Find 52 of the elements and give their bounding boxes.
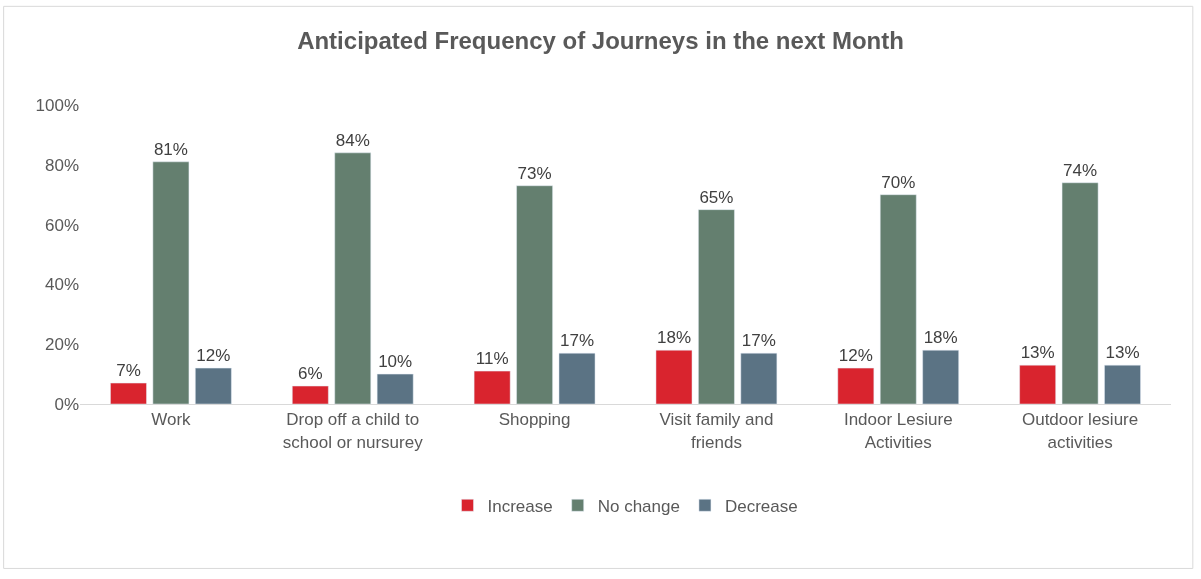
data-label: 17% xyxy=(559,331,595,351)
y-tick-label: 0% xyxy=(54,394,79,414)
data-label: 12% xyxy=(838,346,873,366)
bar xyxy=(152,161,190,404)
data-label: 13% xyxy=(1105,343,1140,363)
bar xyxy=(655,349,693,404)
bar xyxy=(740,352,778,404)
data-label: 17% xyxy=(741,331,776,351)
data-label: 10% xyxy=(378,352,413,372)
x-tick-label: Outdoor lesiure activities xyxy=(1021,410,1139,452)
data-label: 18% xyxy=(923,328,958,348)
data-label: 13% xyxy=(1020,343,1055,363)
bar xyxy=(292,385,329,404)
bar xyxy=(110,382,147,404)
x-tick-label: Shopping xyxy=(498,410,571,430)
data-label: 74% xyxy=(1063,160,1098,180)
bar xyxy=(922,349,959,404)
legend-label: Decrease xyxy=(724,496,798,516)
data-label: 70% xyxy=(881,172,916,192)
bar xyxy=(698,209,735,404)
data-label: 65% xyxy=(699,187,734,207)
bar xyxy=(1061,182,1099,404)
chart-title: Anticipated Frequency of Journeys in the next Month xyxy=(297,26,904,54)
legend-label: Increase xyxy=(487,496,553,516)
data-label: 11% xyxy=(475,349,509,369)
bar xyxy=(837,367,875,404)
bar xyxy=(879,194,917,404)
data-label: 81% xyxy=(153,139,188,159)
data-label: 18% xyxy=(656,328,692,348)
bar xyxy=(195,367,232,404)
bar xyxy=(1104,364,1141,404)
y-tick-label: 20% xyxy=(44,335,79,355)
legend-label: No change xyxy=(597,496,680,516)
bar xyxy=(334,152,372,404)
bar xyxy=(376,373,414,404)
data-label: 84% xyxy=(335,130,370,150)
x-tick-label: Visit family and friends xyxy=(659,410,774,452)
bar xyxy=(1019,364,1056,404)
bar xyxy=(516,185,553,404)
bar xyxy=(473,370,511,404)
y-tick-label: 40% xyxy=(44,275,79,295)
y-tick-label: 60% xyxy=(44,215,79,235)
x-tick-label: Indoor Lesiure Activities xyxy=(843,410,953,452)
y-tick-label: 100% xyxy=(35,95,79,115)
x-tick-label: Work xyxy=(151,410,192,430)
data-label: 7% xyxy=(116,361,141,381)
y-tick-label: 80% xyxy=(44,155,79,175)
data-label: 12% xyxy=(196,346,231,366)
bar xyxy=(558,352,596,404)
x-tick-label: Drop off a child to school or nursurey xyxy=(282,410,424,452)
data-label: 6% xyxy=(298,364,323,384)
data-label: 73% xyxy=(517,163,552,183)
